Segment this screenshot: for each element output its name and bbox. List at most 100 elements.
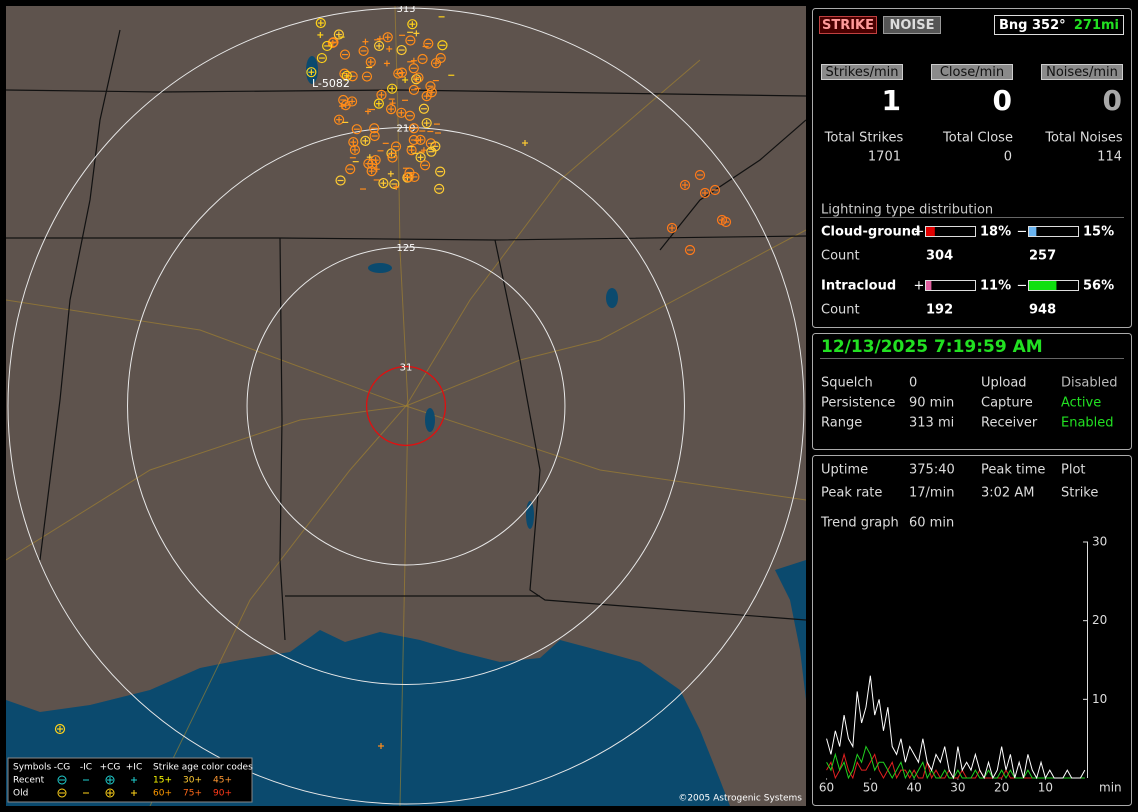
bar-track	[925, 226, 976, 237]
strike-symbol	[435, 166, 446, 177]
strike-symbol	[382, 32, 393, 43]
strike-symbol	[404, 167, 415, 178]
strike-symbol	[709, 184, 721, 196]
percent: 18%	[980, 225, 1011, 240]
legend-text: -CG	[54, 763, 71, 773]
stat-cell: 375:40	[909, 463, 955, 478]
strike-symbol	[402, 76, 409, 83]
strike-symbol	[387, 152, 398, 163]
rate-button[interactable]	[821, 64, 903, 80]
state-lines	[6, 29, 806, 641]
strike-symbol	[341, 70, 352, 81]
strike-symbol	[339, 49, 351, 60]
strike-ring	[426, 146, 437, 157]
count: 304	[926, 249, 953, 264]
strike-ring	[405, 35, 416, 46]
noise-button[interactable]	[883, 16, 941, 34]
strike-symbol	[393, 68, 404, 79]
strike-symbol	[720, 216, 732, 228]
stat-cell: 60 min	[909, 516, 954, 531]
stat-cell: 3:02 AM	[981, 486, 1034, 501]
strike-symbol	[407, 19, 418, 30]
status-cell: Upload	[981, 376, 1027, 391]
strike-ring	[430, 58, 442, 69]
strike-ring	[396, 44, 407, 56]
legend-text: +CG	[100, 763, 121, 773]
strike-ring	[720, 216, 732, 228]
strike-ring	[415, 152, 426, 163]
strike-ring	[369, 123, 380, 134]
strike-symbol	[317, 31, 324, 38]
strike-button[interactable]	[819, 16, 877, 34]
lake	[368, 263, 392, 273]
count: 257	[1029, 249, 1056, 264]
strike-ring	[408, 63, 419, 74]
legend-text: Old	[13, 789, 28, 799]
x-tick-label: 40	[906, 781, 921, 795]
status-cell: Persistence	[821, 396, 895, 411]
rate-button[interactable]	[931, 64, 1013, 80]
status-cell: 313 mi	[909, 416, 954, 431]
percent: 11%	[980, 279, 1011, 294]
strike-symbol	[396, 107, 407, 118]
rate-button-label: Noises/min	[1046, 65, 1118, 80]
status-cell: Receiver	[981, 416, 1038, 431]
strike-ring	[434, 183, 445, 194]
rate-button[interactable]	[1041, 64, 1123, 80]
strike-symbol	[322, 40, 333, 52]
y-tick-label: 20	[1092, 613, 1107, 627]
strike-ring	[426, 87, 437, 98]
strike-symbol	[361, 71, 373, 82]
lake	[306, 56, 318, 84]
strike-symbol	[405, 35, 416, 46]
road	[6, 299, 806, 501]
strike-symbol	[306, 67, 317, 78]
strike-symbol	[699, 187, 711, 199]
strike-symbol	[376, 35, 383, 42]
legend-text: 90+	[213, 789, 232, 799]
strike-symbol	[335, 175, 346, 186]
strike-symbol	[522, 140, 528, 146]
status-cell: Enabled	[1061, 416, 1114, 431]
panel-counts	[812, 8, 1132, 328]
distance: 271mi	[1074, 18, 1119, 33]
strike-ring	[373, 98, 384, 109]
strike-ring	[389, 178, 400, 190]
strike-ring	[437, 40, 448, 51]
strike-ring	[363, 158, 374, 169]
state-line	[6, 89, 806, 97]
strike-symbol	[666, 222, 678, 234]
strike-ring	[349, 144, 361, 155]
sign: −	[1017, 225, 1028, 240]
legend-ring	[57, 788, 67, 798]
type-name: Cloud-ground	[821, 225, 920, 240]
range-ring	[365, 365, 447, 447]
panel-status	[812, 333, 1132, 450]
legend-text: 60+	[153, 789, 172, 799]
x-tick-label: 20	[994, 781, 1009, 795]
strike-symbol	[425, 81, 436, 92]
status-cell: Capture	[981, 396, 1033, 411]
x-unit: min	[1099, 781, 1122, 795]
noise-button-label: NOISE	[889, 18, 934, 33]
strike-ring	[316, 52, 327, 64]
strike-ring	[699, 187, 711, 199]
bar	[1029, 281, 1057, 290]
strike-ring	[378, 178, 389, 189]
strike-ring	[361, 71, 373, 82]
strike-ring	[333, 114, 345, 125]
legend-text: -IC	[80, 763, 92, 773]
strike-ring	[404, 167, 415, 178]
strike-symbol	[327, 37, 338, 48]
strike-symbol	[387, 170, 394, 177]
bar	[926, 281, 932, 290]
bar-track	[1028, 226, 1079, 237]
strike-symbol	[413, 72, 424, 83]
strike-symbol	[348, 137, 359, 148]
strike-symbol	[346, 96, 358, 107]
rate-button-label: Strikes/min	[825, 65, 898, 80]
strike-symbol	[420, 147, 427, 154]
strike-ring	[346, 96, 358, 107]
